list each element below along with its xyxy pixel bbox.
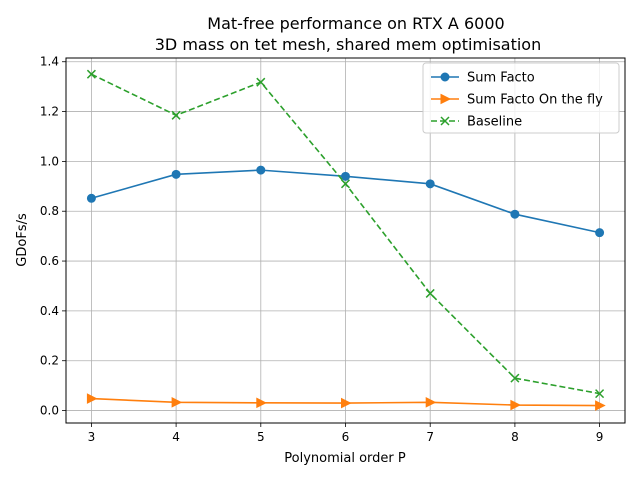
x-tick-label: 7 [426,430,434,444]
y-tick-label: 0.8 [40,204,59,218]
y-tick-label: 0.4 [40,304,59,318]
y-tick-label: 1.0 [40,154,59,168]
y-tick-label: 0.0 [40,404,59,418]
y-axis: 0.0 0.2 0.4 0.6 0.8 1.0 1.2 1.4 [40,55,66,418]
data-point [256,77,266,87]
data-point [340,179,351,189]
data-point [341,171,350,181]
legend-item: Sum Facto [431,71,535,86]
data-point [171,110,181,120]
legend-marker [440,116,450,126]
legend-label: Sum Facto On the fly [467,93,603,108]
x-tick-label: 8 [511,430,519,444]
y-tick-label: 0.2 [40,354,59,368]
series-baseline [86,69,605,399]
chart-subtitle: 3D mass on tet mesh, shared mem optimisa… [155,35,541,54]
x-tick-label: 3 [88,430,96,444]
y-axis-label: GDoFs/s [15,213,30,267]
data-point [510,399,522,411]
series-sum-facto-on-the-fly [86,393,606,411]
data-point [595,400,606,411]
legend-label: Baseline [467,115,522,130]
data-point [341,397,352,409]
legend-label: Sum Facto [467,71,535,86]
y-tick-label: 1.2 [40,105,59,119]
data-point [425,288,435,298]
data-point [86,193,96,203]
series-layer [86,69,606,411]
data-point [256,397,267,409]
legend-item: Sum Facto On the fly [431,93,603,108]
data-point [86,69,96,79]
y-tick-label: 0.6 [40,254,59,268]
data-point [425,179,435,189]
legend-box [422,62,620,134]
data-point [595,389,605,399]
legend-entries: Sum Facto Sum Facto On the fly Baseline [431,71,603,130]
data-point [86,393,98,404]
x-tick-label: 6 [342,430,350,444]
legend: Sum Facto Sum Facto On the fly Baseline [422,62,620,134]
y-tick-label: 1.4 [40,55,59,69]
x-tick-label: 5 [257,430,265,444]
x-axis-label: Polynomial order P [284,451,406,466]
x-axis: 3 4 5 6 7 8 9 [88,423,604,444]
legend-marker [440,72,450,82]
data-point [425,397,437,408]
data-point [595,228,605,238]
data-point [510,373,520,383]
legend-marker [440,93,452,105]
data-point [171,397,183,408]
x-tick-label: 4 [172,430,180,444]
x-tick-label: 9 [596,430,604,444]
data-point [510,209,520,219]
legend-item: Baseline [431,115,522,130]
chart-title: Mat-free performance on RTX A 6000 [207,14,504,33]
data-point [171,169,181,179]
series-sum-facto [86,165,605,238]
data-point [256,165,266,175]
